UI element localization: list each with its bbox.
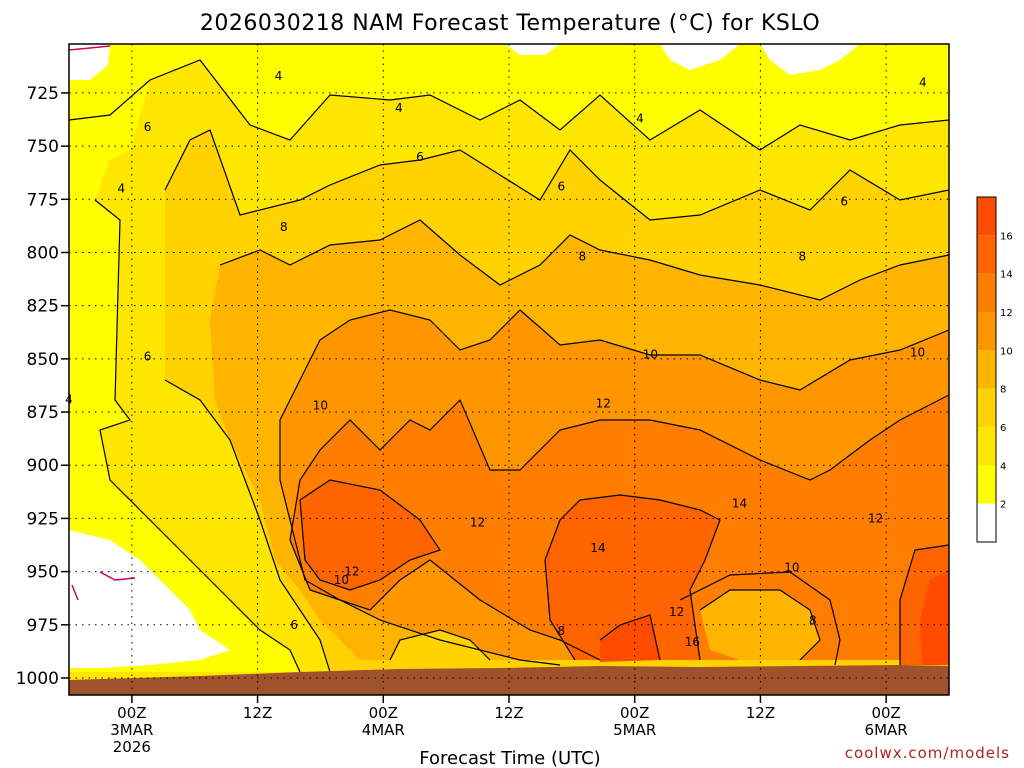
- contour-label: 8: [280, 220, 288, 234]
- y-tick-label: 750: [27, 137, 59, 157]
- chart-title: 2026030218 NAM Forecast Temperature (°C)…: [200, 11, 820, 36]
- contour-label: 8: [799, 250, 807, 264]
- contour-label: 6: [290, 618, 298, 632]
- x-axis-label: Forecast Time (UTC): [419, 748, 600, 768]
- y-tick-label: 950: [27, 563, 59, 583]
- temperature-field: [69, 44, 949, 695]
- colorbar-swatch: [977, 465, 996, 504]
- contour-label: 12: [344, 565, 359, 579]
- x-tick-label: 6MAR: [865, 721, 908, 739]
- contour-label: 4: [636, 111, 644, 125]
- contour-label: 6: [840, 194, 848, 208]
- contour-label: 6: [144, 120, 152, 134]
- contour-label: 10: [784, 560, 799, 574]
- contour-label: 14: [590, 541, 605, 555]
- contour-label: 6: [558, 180, 566, 194]
- y-tick-label: 825: [27, 297, 59, 317]
- contour-lines: [69, 59, 949, 673]
- y-tick-label: 725: [27, 84, 59, 104]
- contour-label: 10: [313, 399, 328, 413]
- colorbar-swatch: [977, 350, 996, 389]
- contour-label: 6: [144, 350, 152, 364]
- contour-label: 12: [669, 605, 684, 619]
- contour-label: 12: [596, 397, 611, 411]
- colorbar-label: 12: [1000, 308, 1013, 319]
- x-tick-label: 12Z: [494, 704, 523, 722]
- colorbar-label: 4: [1000, 461, 1006, 472]
- contour-label: 6: [416, 150, 424, 164]
- contour-label: 10: [334, 573, 349, 587]
- terrain-ground: [69, 665, 949, 695]
- y-tick-label: 1000: [16, 669, 59, 689]
- colorbar-swatch: [977, 503, 996, 542]
- contour-label: 8: [579, 250, 587, 264]
- grid-lines: [69, 44, 949, 695]
- x-tick-label: 3MAR: [110, 721, 153, 739]
- contour-label: 4: [118, 182, 126, 196]
- y-tick-label: 900: [27, 456, 59, 476]
- x-tick-label: 5MAR: [613, 721, 656, 739]
- colorbar-label: 2: [1000, 500, 1006, 511]
- colorbar-label: 8: [1000, 385, 1006, 396]
- colorbar-swatch: [977, 235, 996, 274]
- x-tick-label: 12Z: [243, 704, 272, 722]
- contour-label: 12: [868, 511, 883, 525]
- credit-text: coolwx.com/models: [845, 744, 1010, 762]
- colorbar-swatch: [977, 388, 996, 427]
- colorbar-swatch: [977, 312, 996, 351]
- y-tick-label: 850: [27, 350, 59, 370]
- x-tick-label: 00Z: [871, 704, 900, 722]
- contour-label: 8: [809, 614, 817, 628]
- colorbar-swatch: [977, 427, 996, 466]
- contour-label: 16: [685, 635, 700, 649]
- y-tick-label: 875: [27, 403, 59, 423]
- contour-label: 14: [732, 497, 747, 511]
- x-tick-label: 12Z: [746, 704, 775, 722]
- contour-label: 10: [910, 345, 925, 359]
- x-tick-label: 00Z: [117, 704, 146, 722]
- x-tick-label: 00Z: [369, 704, 398, 722]
- colorbar: 2 4 6 8 10 12 14 16: [976, 196, 1013, 543]
- x-tick-label: 4MAR: [362, 721, 405, 739]
- contour-label: 4: [919, 75, 927, 89]
- colorbar-swatch: [977, 197, 996, 236]
- contour-label: 4: [275, 69, 283, 83]
- y-tick-label: 925: [27, 509, 59, 529]
- colorbar-label: 6: [1000, 423, 1006, 434]
- y-tick-label: 975: [27, 616, 59, 636]
- x-tick-label: 2026: [113, 738, 151, 756]
- colorbar-swatch: [977, 273, 996, 312]
- contour-label: 12: [470, 516, 485, 530]
- contour-label: 8: [558, 624, 566, 638]
- colorbar-label: 10: [1000, 346, 1013, 357]
- x-tick-label: 00Z: [620, 704, 649, 722]
- y-tick-label: 775: [27, 190, 59, 210]
- colorbar-label: 14: [1000, 270, 1013, 281]
- contour-label: 10: [643, 348, 658, 362]
- y-axis: 725 750 775 800 825 850 875 900 925 950 975 1000: [16, 84, 69, 689]
- contour-label: 4: [395, 101, 403, 115]
- y-tick-label: 800: [27, 243, 59, 263]
- colorbar-frame: [976, 196, 997, 543]
- colorbar-label: 16: [1000, 231, 1013, 242]
